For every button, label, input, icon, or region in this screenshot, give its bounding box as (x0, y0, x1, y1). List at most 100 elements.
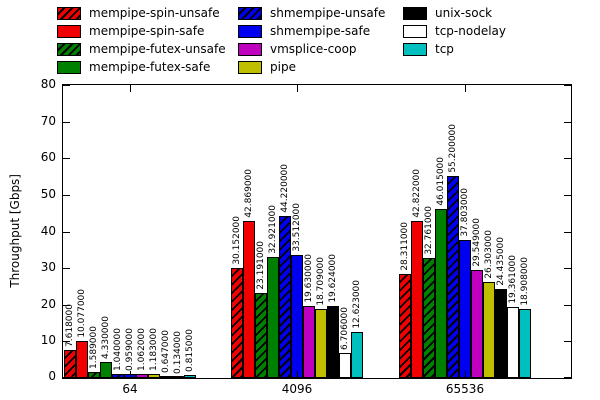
bar-value-label: 55.200000 (448, 124, 458, 173)
legend-label: vmsplice-coop (270, 42, 357, 56)
y-tick (564, 158, 571, 159)
bar-mempipe-spin-safe (411, 221, 423, 378)
y-axis-label: Throughput [Gbps] (8, 173, 22, 288)
bar-value-label: 29.549000 (472, 218, 482, 267)
bar-pipe (315, 309, 327, 378)
bar-value-label: 1.040000 (113, 328, 123, 371)
x-tick-top (130, 85, 131, 92)
bar-tcp (351, 332, 363, 378)
bar-value-label: 1.589000 (89, 326, 99, 369)
x-tick-bottom (465, 371, 466, 378)
legend-swatch-vmsplice-coop (238, 43, 262, 56)
bar-value-label: 1.062000 (137, 328, 147, 371)
bar-value-label: 12.623000 (352, 280, 362, 329)
legend-label: mempipe-futex-safe (89, 60, 211, 74)
y-tick-label: 80 (40, 77, 56, 91)
legend-item-shmempipe-unsafe: shmempipe-unsafe (238, 7, 385, 20)
bar-value-label: 24.435000 (496, 237, 506, 286)
bar-value-label: 32.921000 (268, 205, 278, 254)
bar-mempipe-spin-safe (76, 341, 88, 378)
legend-item-mempipe-futex-unsafe: mempipe-futex-unsafe (57, 43, 226, 56)
y-tick (63, 122, 70, 123)
bar-value-label: 32.761000 (424, 206, 434, 255)
legend-label: mempipe-spin-safe (89, 24, 205, 38)
bar-pipe (483, 282, 495, 378)
bar-tcp (184, 375, 196, 378)
y-tick (63, 232, 70, 233)
bar-tcp-nodelay (339, 353, 351, 378)
y-tick-label: 30 (40, 260, 56, 274)
y-tick (564, 268, 571, 269)
y-tick (63, 195, 70, 196)
y-tick (564, 377, 571, 378)
y-tick-label: 20 (40, 297, 56, 311)
y-tick (63, 85, 70, 86)
x-tick-bottom (297, 371, 298, 378)
legend-column: unix-sock tcp-nodelay tcp (403, 7, 506, 56)
bar-value-label: 19.624000 (328, 254, 338, 303)
bar-mempipe-futex-safe (435, 209, 447, 378)
x-category-label: 65536 (445, 382, 485, 396)
legend-label: tcp (435, 42, 454, 56)
bar-value-label: 19.361000 (508, 255, 518, 304)
bar-mempipe-spin-unsafe (231, 268, 243, 378)
bar-value-label: 4.330000 (101, 316, 111, 359)
legend-swatch-tcp (403, 43, 427, 56)
bar-value-label: 18.908000 (520, 257, 530, 306)
bar-value-label: 6.706000 (340, 307, 350, 350)
y-tick (564, 341, 571, 342)
y-tick (564, 232, 571, 233)
y-tick (564, 122, 571, 123)
legend-column: mempipe-spin-unsafe mempipe-spin-safe memp… (57, 7, 226, 74)
y-tick-label: 60 (40, 150, 56, 164)
plot-area (62, 84, 572, 379)
bar-unix-sock (327, 306, 339, 378)
legend-swatch-mempipe-futex-safe (57, 61, 81, 74)
bar-value-label: 0.134000 (173, 331, 183, 374)
y-axis-label-strip: Throughput [Gbps] (6, 84, 24, 377)
x-category-label: 4096 (281, 382, 313, 396)
y-tick-label: 70 (40, 114, 56, 128)
x-tick-top (297, 85, 298, 92)
y-tick (63, 305, 70, 306)
legend-item-tcp-nodelay: tcp-nodelay (403, 25, 506, 38)
legend-label: tcp-nodelay (435, 24, 506, 38)
bar-tcp (519, 309, 531, 378)
legend-item-pipe: pipe (238, 61, 385, 74)
bar-mempipe-futex-safe (100, 362, 112, 378)
x-tick-top (465, 85, 466, 92)
y-tick (63, 341, 70, 342)
bar-value-label: 30.152000 (232, 216, 242, 265)
legend-item-mempipe-futex-safe: mempipe-futex-safe (57, 61, 226, 74)
bar-unix-sock (160, 376, 172, 378)
legend-swatch-mempipe-spin-safe (57, 25, 81, 38)
bar-shmempipe-unsafe (279, 216, 291, 378)
y-tick (63, 158, 70, 159)
legend-swatch-shmempipe-unsafe (238, 7, 262, 20)
bar-value-label: 19.630000 (304, 254, 314, 303)
legend-item-mempipe-spin-unsafe: mempipe-spin-unsafe (57, 7, 226, 20)
bar-value-label: 46.015000 (436, 157, 446, 206)
bar-value-label: 10.077000 (77, 289, 87, 338)
bar-value-label: 0.815000 (185, 329, 195, 372)
bar-vmsplice-coop (136, 374, 148, 378)
bar-tcp-nodelay (507, 307, 519, 378)
bar-value-label: 26.303000 (484, 230, 494, 279)
legend-label: shmempipe-safe (270, 24, 371, 38)
bar-value-label: 37.803000 (460, 188, 470, 237)
legend-label: shmempipe-unsafe (270, 6, 386, 20)
y-tick (564, 85, 571, 86)
bar-value-label: 42.869000 (244, 169, 254, 218)
bar-value-label: 28.311000 (400, 222, 410, 271)
legend-item-unix-sock: unix-sock (403, 7, 506, 20)
bar-shmempipe-safe (291, 255, 303, 378)
bar-pipe (148, 374, 160, 378)
bar-value-label: 1.183000 (149, 328, 159, 371)
bar-tcp-nodelay (172, 376, 184, 378)
bar-value-label: 33.512000 (292, 203, 302, 252)
y-tick-label: 10 (40, 333, 56, 347)
y-tick (564, 305, 571, 306)
bar-mempipe-spin-safe (243, 221, 255, 378)
x-tick-bottom (130, 371, 131, 378)
y-tick-label: 50 (40, 187, 56, 201)
